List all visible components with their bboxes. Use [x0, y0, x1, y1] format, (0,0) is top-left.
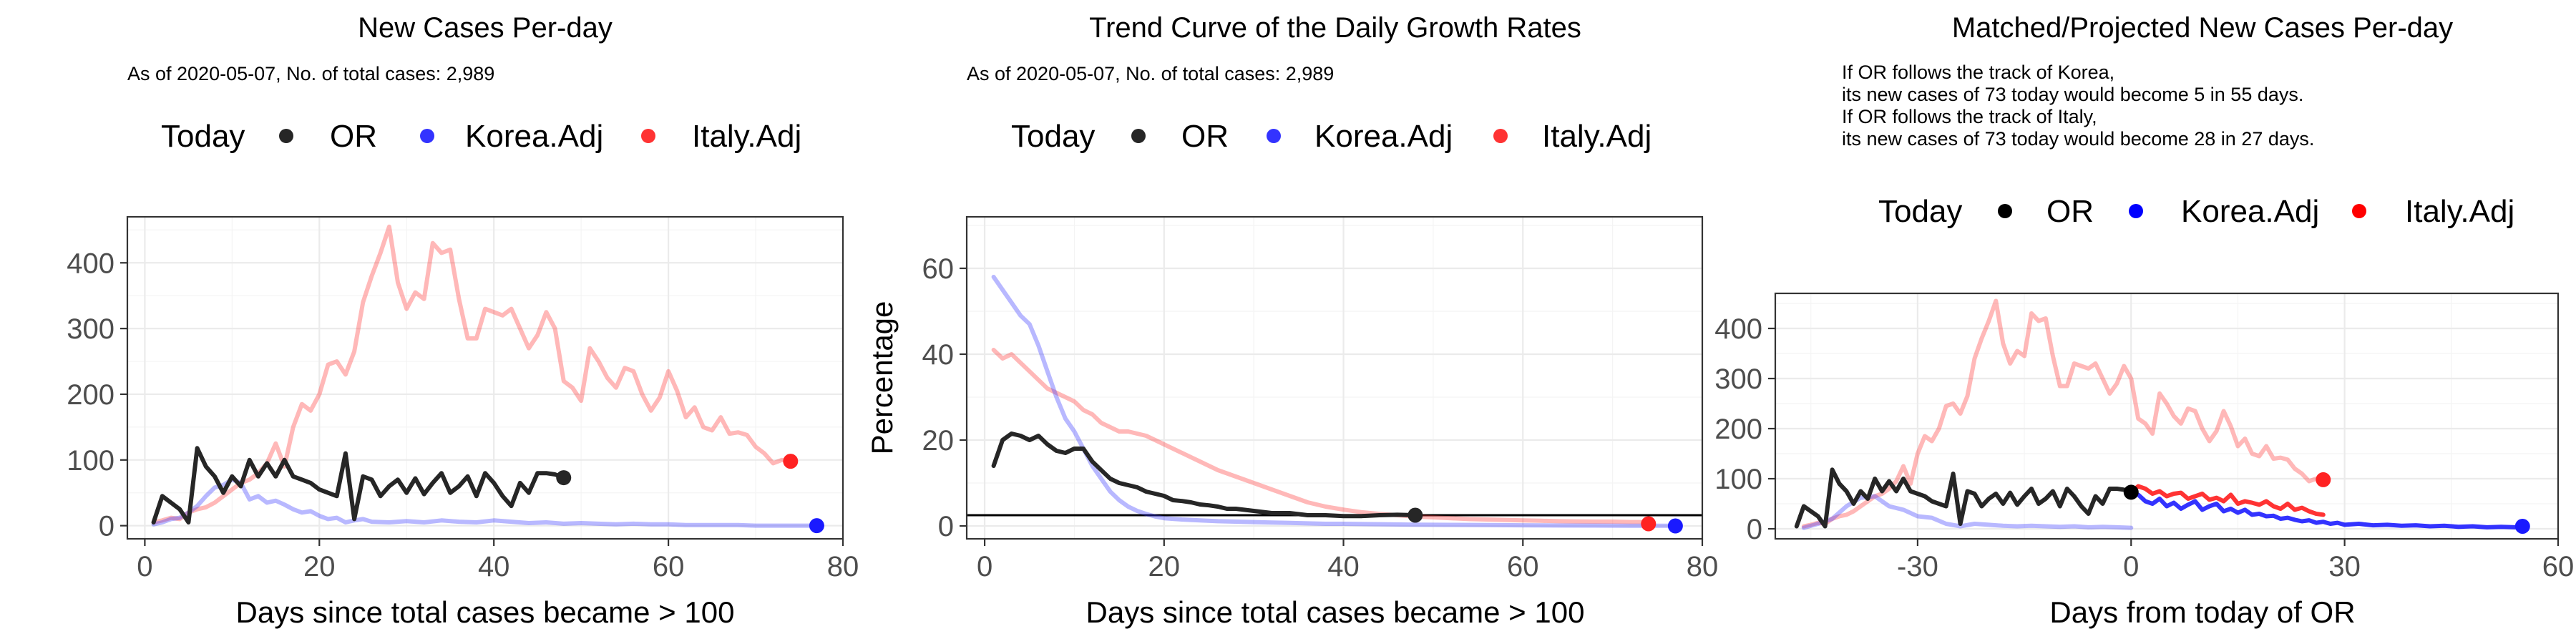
today-point	[2514, 519, 2530, 534]
legend: Today OR Korea.Adj Italy.Adj	[1011, 119, 1652, 154]
x-tick-label: 80	[1687, 551, 1719, 582]
series-line-korea-adj	[991, 275, 1678, 528]
x-tick-label: 40	[478, 551, 510, 582]
chart-subtitle-line: If OR follows the track of Korea,	[1842, 62, 2114, 83]
axis-ticks: 0 20 40 60 80 0 100 200 300 400	[67, 248, 859, 582]
series-lines	[1794, 298, 2525, 530]
legend-entry-label: OR	[330, 119, 377, 154]
x-tick-label: 80	[827, 551, 859, 582]
y-tick-label: 400	[1714, 313, 1762, 345]
legend-key-dot	[1493, 129, 1508, 143]
today-point	[2316, 472, 2331, 487]
chart-title: New Cases Per-day	[358, 12, 613, 44]
plot-background	[967, 217, 1702, 539]
x-tick-label: 0	[2123, 551, 2139, 582]
legend: Today OR Korea.Adj Italy.Adj	[1878, 194, 2514, 229]
chart-subtitle-line: its new cases of 73 today would become 2…	[1842, 128, 2314, 150]
legend-title: Today	[1878, 194, 1962, 229]
y-tick-label: 100	[67, 445, 114, 477]
y-tick-label: 200	[1714, 414, 1762, 445]
x-tick-label: 20	[303, 551, 336, 582]
y-tick-label: 100	[1714, 464, 1762, 495]
axis-ticks: -30 0 30 60 0 100 200 300 400	[1714, 313, 2574, 582]
panel-border	[1774, 292, 2560, 540]
x-axis-title: Days since total cases became > 100	[1086, 595, 1585, 629]
x-axis-title: Days since total cases became > 100	[236, 595, 735, 629]
chart-panel-2: Trend Curve of the Daily Growth Rates As …	[865, 12, 1718, 629]
today-point	[1641, 516, 1657, 532]
plot-background	[1775, 293, 2558, 539]
legend-entry-label: Korea.Adj	[1314, 119, 1453, 154]
x-tick-label: 20	[1148, 551, 1181, 582]
legend-entry-label: OR	[2046, 194, 2094, 229]
legend-key-dot	[1998, 204, 2012, 218]
axis-ticks: 0 20 40 60 80 0 20 40 60	[922, 253, 1719, 582]
legend-key-dot	[2129, 204, 2143, 218]
legend-entry-label: Italy.Adj	[1542, 119, 1652, 154]
y-tick-label: 0	[99, 511, 114, 542]
series-line-italy-adj	[991, 348, 1651, 525]
x-axis-title: Days from today of OR	[2049, 595, 2355, 629]
y-tick-label: 300	[1714, 364, 1762, 395]
legend-title: Today	[1011, 119, 1095, 154]
legend-title: Today	[161, 119, 245, 154]
x-tick-label: -30	[1897, 551, 1938, 582]
series-line-italy-adj-history	[1801, 298, 2326, 529]
y-tick-label: 20	[922, 425, 955, 457]
chart-subtitle-line: its new cases of 73 today would become 5…	[1842, 84, 2303, 105]
legend-entry-label: OR	[1181, 119, 1229, 154]
legend-key-dot	[641, 129, 655, 143]
today-point	[783, 454, 799, 469]
chart-subtitle-line: As of 2020-05-07, No. of total cases: 2,…	[127, 63, 494, 84]
y-tick-label: 0	[938, 511, 954, 542]
series-line-or	[151, 446, 566, 525]
today-point	[809, 518, 824, 534]
y-tick-label: 400	[67, 248, 114, 279]
today-point	[1407, 507, 1423, 523]
legend-key-dot	[2352, 204, 2366, 218]
y-tick-label: 200	[67, 379, 114, 411]
series-line-or	[1794, 467, 2134, 529]
chart-subtitle-line: As of 2020-05-07, No. of total cases: 2,…	[967, 63, 1334, 84]
x-tick-label: 30	[2328, 551, 2361, 582]
x-tick-label: 60	[2542, 551, 2575, 582]
y-tick-label: 60	[922, 253, 955, 285]
chart-title: Matched/Projected New Cases Per-day	[1952, 12, 2453, 44]
chart-subtitle-line: If OR follows the track of Italy,	[1842, 106, 2097, 127]
panel-border	[965, 215, 1704, 540]
legend-key-dot	[1267, 129, 1281, 143]
gridlines	[967, 217, 1704, 539]
series-lines	[991, 275, 1678, 528]
panel-border	[126, 215, 844, 540]
legend-entry-label: Korea.Adj	[465, 119, 603, 154]
today-point	[556, 470, 572, 486]
today-point	[1667, 518, 1683, 534]
legend-entry-label: Italy.Adj	[2405, 194, 2514, 229]
chart-title: Trend Curve of the Daily Growth Rates	[1089, 12, 1581, 44]
today-point	[2123, 484, 2139, 500]
series-line-korea-adj	[2129, 489, 2525, 530]
legend-entry-label: Italy.Adj	[692, 119, 801, 154]
x-tick-label: 40	[1327, 551, 1360, 582]
x-tick-label: 60	[653, 551, 685, 582]
legend-entry-label: Korea.Adj	[2181, 194, 2319, 229]
legend-key-dot	[420, 129, 434, 143]
y-axis-title: Percentage	[865, 301, 899, 455]
legend-key-dot	[1131, 129, 1146, 143]
y-tick-label: 300	[67, 313, 114, 345]
x-tick-label: 0	[137, 551, 152, 582]
plot-background	[127, 217, 843, 539]
series-line-or	[991, 431, 1418, 519]
x-tick-label: 60	[1507, 551, 1539, 582]
chart-panel-1: New Cases Per-day As of 2020-05-07, No. o…	[67, 12, 859, 629]
legend: Today OR Korea.Adj Italy.Adj	[161, 119, 801, 154]
series-line-italy-adj	[2129, 484, 2326, 517]
y-tick-label: 40	[922, 339, 955, 371]
y-tick-label: 0	[1747, 514, 1762, 545]
legend-key-dot	[279, 129, 293, 143]
series-lines	[151, 224, 819, 528]
x-tick-label: 0	[977, 551, 992, 582]
chart-panel-3: Matched/Projected New Cases Per-day If OR…	[1714, 12, 2574, 629]
